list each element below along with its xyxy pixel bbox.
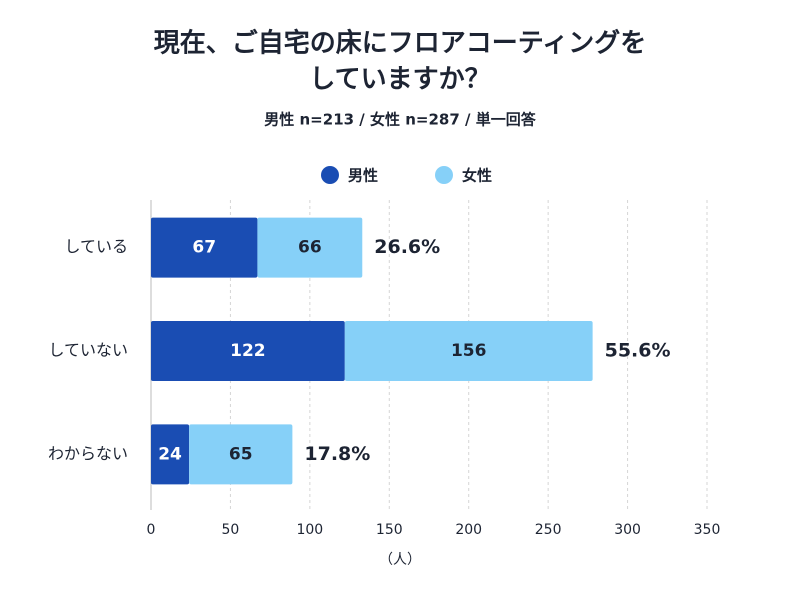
bar-value-label: 67 — [192, 238, 216, 258]
x-tick-label: 350 — [694, 522, 721, 538]
bar-value-label: 66 — [298, 238, 322, 258]
legend-label: 女性 — [462, 167, 492, 185]
y-tick-label: していない — [48, 341, 128, 360]
legend-swatch — [321, 166, 339, 184]
chart-title: 現在、ご自宅の床にフロアコーティングを — [154, 28, 646, 59]
bar-segment — [151, 424, 190, 485]
bar-value-label: 156 — [451, 341, 487, 361]
x-tick-label: 100 — [296, 522, 323, 538]
share-label: 17.8% — [304, 443, 370, 465]
bar-segment — [151, 321, 345, 381]
y-tick-label: わからない — [48, 444, 128, 463]
x-tick-label: 150 — [376, 522, 403, 538]
legend-label: 男性 — [348, 167, 378, 185]
bar-value-label: 65 — [229, 444, 253, 464]
chart-title: していますか？ — [309, 65, 490, 95]
legend-swatch — [435, 166, 453, 184]
y-tick-label: している — [64, 237, 128, 256]
share-label: 26.6% — [374, 236, 440, 258]
x-tick-label: 300 — [614, 522, 641, 538]
bar-segment — [257, 217, 363, 278]
x-tick-label: 0 — [147, 522, 156, 538]
bar-segment — [344, 321, 593, 381]
bar-segment — [189, 424, 293, 485]
share-label: 55.6% — [605, 340, 671, 362]
bar-segment — [151, 217, 258, 278]
chart-subtitle: 男性 n=213 / 女性 n=287 / 単一回答 — [264, 111, 536, 129]
x-tick-label: 200 — [455, 522, 482, 538]
x-tick-label: 250 — [535, 522, 562, 538]
bar-value-label: 122 — [230, 341, 266, 361]
bar-value-label: 24 — [158, 444, 182, 464]
x-tick-label: 50 — [222, 522, 240, 538]
x-axis-label: （人） — [379, 552, 421, 568]
